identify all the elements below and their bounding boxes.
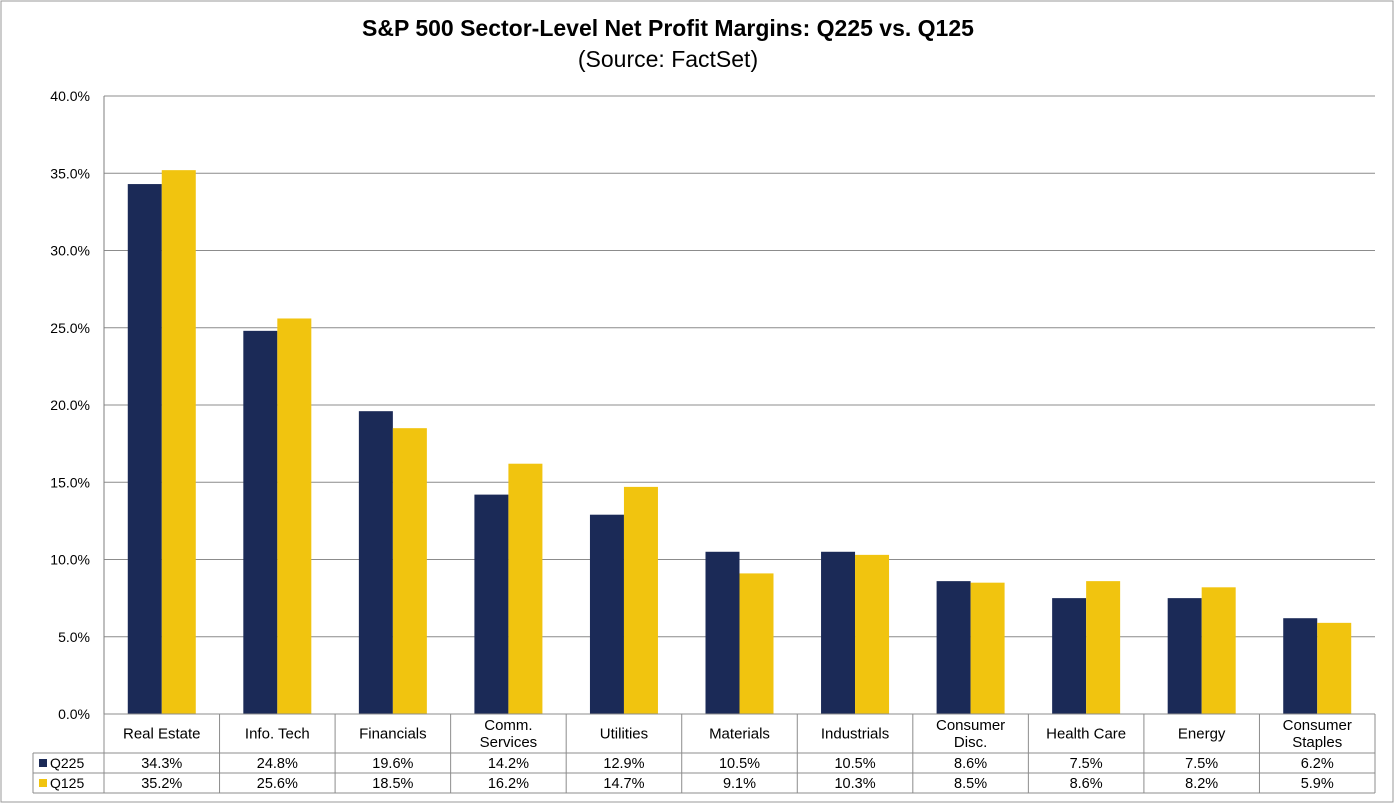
chart-subtitle: (Source: FactSet) xyxy=(578,46,758,72)
bar-q125 xyxy=(508,463,543,714)
x-category-label: Materials xyxy=(709,726,770,743)
legend-key-q225 xyxy=(39,759,47,767)
bar-q125 xyxy=(739,573,774,714)
x-category-label: Staples xyxy=(1292,734,1342,751)
y-tick-label: 20.0% xyxy=(50,397,90,413)
y-tick-label: 40.0% xyxy=(50,88,90,104)
data-label-q225: 24.8% xyxy=(257,756,298,772)
data-table: Real Estate Info. Tech Financials Comm.Serv… xyxy=(32,713,1376,794)
data-label-q125: 14.7% xyxy=(603,776,644,792)
y-tick-label: 35.0% xyxy=(50,165,90,181)
legend-key-q125 xyxy=(39,779,47,787)
data-label-q125: 16.2% xyxy=(488,776,529,792)
y-tick-label: 10.0% xyxy=(50,552,90,568)
bar-q225 xyxy=(936,581,971,714)
bars xyxy=(127,170,1352,714)
x-category-label: Energy xyxy=(1178,726,1226,743)
data-label-q125: 35.2% xyxy=(141,776,182,792)
data-label-q225: 10.5% xyxy=(834,756,875,772)
x-category-label: Services xyxy=(480,734,538,751)
x-category-label: Utilities xyxy=(600,726,648,743)
bar-q125 xyxy=(855,554,890,714)
bar-q225 xyxy=(474,494,509,714)
bar-q225 xyxy=(358,411,393,714)
data-label-q225: 34.3% xyxy=(141,756,182,772)
bar-q225 xyxy=(1283,618,1318,714)
x-category-label: Disc. xyxy=(954,734,987,751)
data-label-q225: 14.2% xyxy=(488,756,529,772)
bar-q125 xyxy=(970,582,1005,714)
data-label-q225: 6.2% xyxy=(1301,756,1334,772)
bar-q125 xyxy=(161,170,196,714)
y-tick-label: 30.0% xyxy=(50,243,90,259)
data-label-q225: 7.5% xyxy=(1070,756,1103,772)
data-label-q225: 19.6% xyxy=(372,756,413,772)
y-tick-label: 15.0% xyxy=(50,474,90,490)
data-label-q225: 10.5% xyxy=(719,756,760,772)
chart-title: S&P 500 Sector-Level Net Profit Margins:… xyxy=(362,15,974,41)
bar-q125 xyxy=(623,486,658,714)
bar-q125 xyxy=(392,428,427,714)
bar-q225 xyxy=(127,184,162,714)
bar-q225 xyxy=(589,514,624,714)
y-tick-label: 25.0% xyxy=(50,320,90,336)
bar-q225 xyxy=(821,551,856,714)
x-category-label: Consumer xyxy=(936,717,1005,734)
data-label-q225: 12.9% xyxy=(603,756,644,772)
x-category-label: Comm. xyxy=(484,717,532,734)
y-tick-label: 5.0% xyxy=(58,629,90,645)
y-tick-label: 0.0% xyxy=(58,706,90,722)
bar-q225 xyxy=(1167,598,1202,714)
data-label-q125: 8.2% xyxy=(1185,776,1218,792)
bar-q125 xyxy=(1317,622,1352,714)
x-category-label: Consumer xyxy=(1283,717,1352,734)
data-label-q225: 8.6% xyxy=(954,756,987,772)
x-category-label: Financials xyxy=(359,726,427,743)
data-label-q125: 9.1% xyxy=(723,776,756,792)
data-label-q125: 5.9% xyxy=(1301,776,1334,792)
data-label-q125: 25.6% xyxy=(257,776,298,792)
bar-q225 xyxy=(1052,598,1087,714)
bar-q225 xyxy=(243,330,278,714)
gridlines xyxy=(103,95,1375,714)
legend-label: Q225 xyxy=(50,755,84,771)
x-category-label: Real Estate xyxy=(123,726,201,743)
data-label-q125: 18.5% xyxy=(372,776,413,792)
y-axis-tick-labels: 0.0% 5.0% 10.0% 15.0% 20.0% 25.0% 30.0% 35.0% 40… xyxy=(50,88,90,722)
data-label-q225: 7.5% xyxy=(1185,756,1218,772)
data-label-q125: 8.6% xyxy=(1070,776,1103,792)
data-label-q125: 8.5% xyxy=(954,776,987,792)
bar-q125 xyxy=(277,318,312,714)
data-label-q125: 10.3% xyxy=(834,776,875,792)
bar-q125 xyxy=(1086,581,1121,714)
x-category-label: Info. Tech xyxy=(245,726,310,743)
bar-q125 xyxy=(1201,587,1236,714)
bar-q225 xyxy=(705,551,740,714)
x-category-label: Industrials xyxy=(821,726,889,743)
x-category-label: Health Care xyxy=(1046,726,1126,743)
legend-label: Q125 xyxy=(50,775,84,791)
